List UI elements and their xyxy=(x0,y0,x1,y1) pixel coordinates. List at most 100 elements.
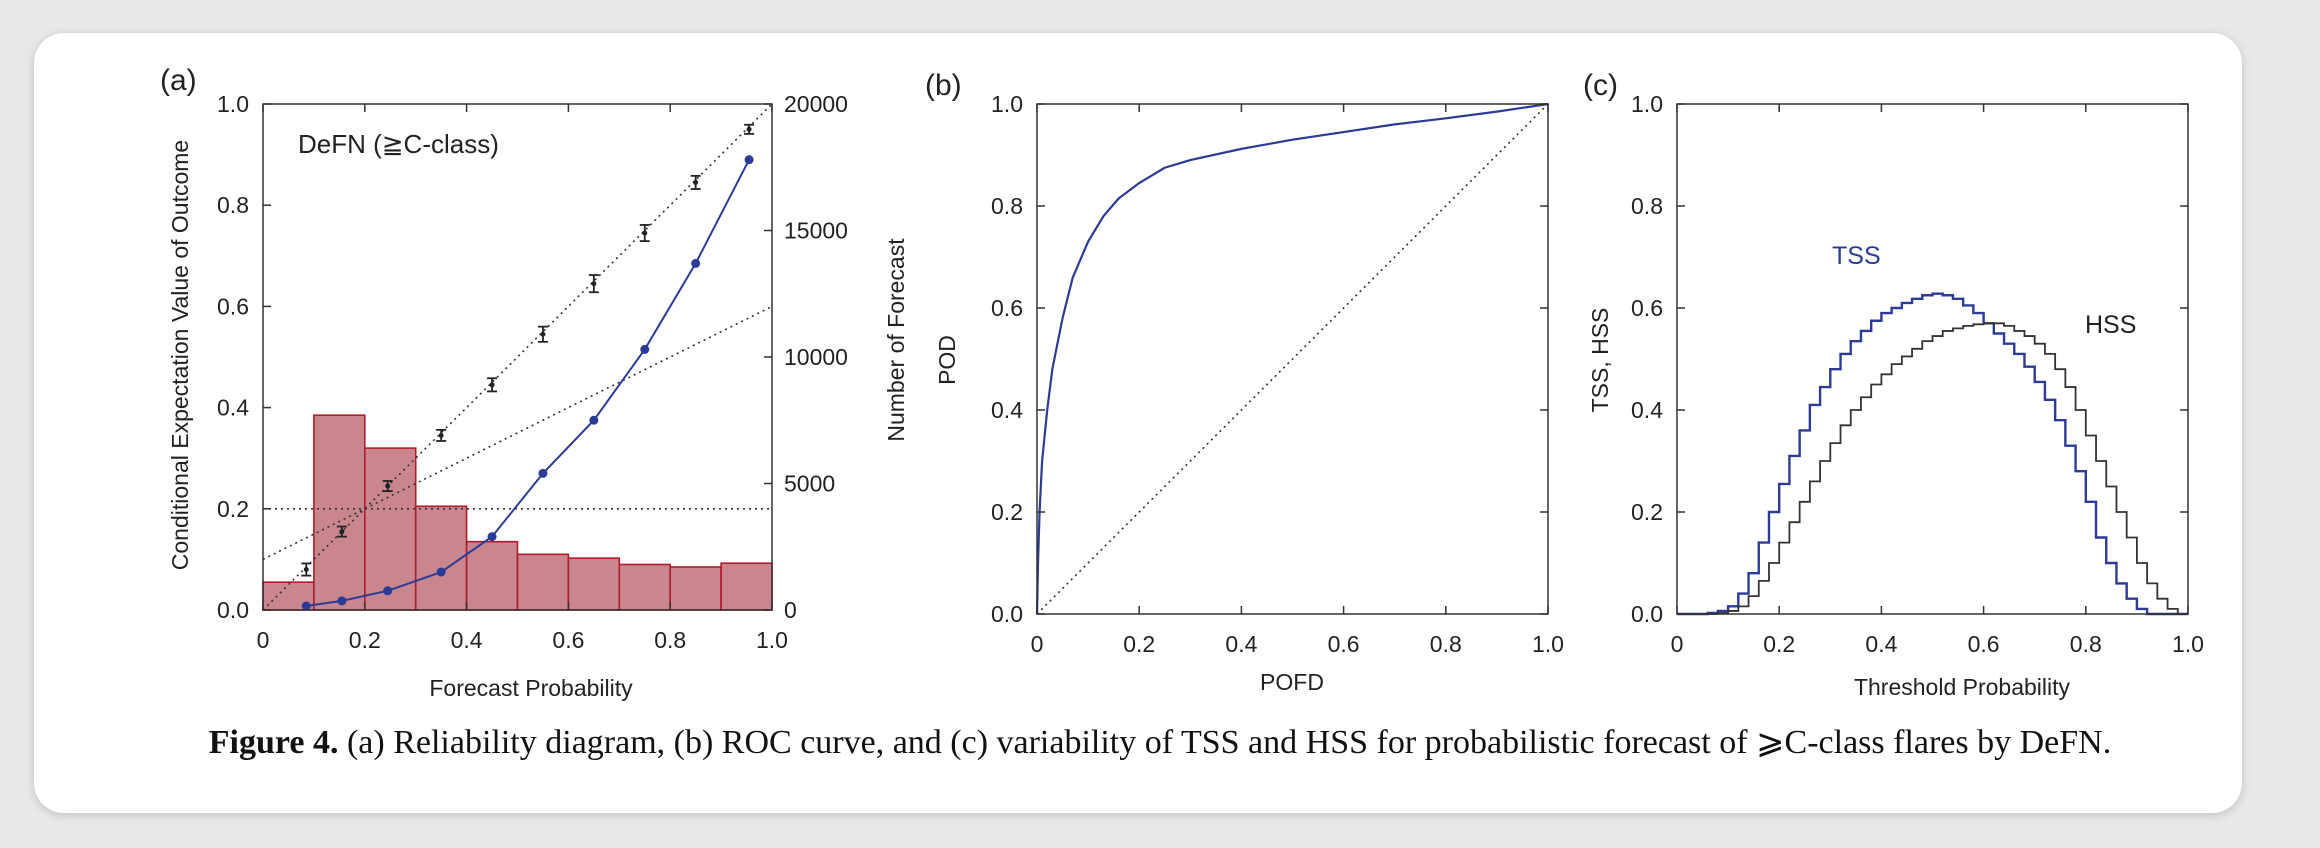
blue-series-point xyxy=(538,468,548,478)
y2-tick-label: 15000 xyxy=(784,218,848,244)
x-tick-label: 0.6 xyxy=(552,627,584,653)
blue-series-point xyxy=(436,567,446,577)
y2-tick-label: 5000 xyxy=(784,471,835,497)
panel-b: (b) 0 0.2 0.4 0.6 0.8 1.0 0.0 0.2 0.4 0.6 0.8 1.0 P… xyxy=(925,69,1564,695)
y-tick-label: 0.6 xyxy=(217,293,249,319)
y-tick-label: 0.6 xyxy=(991,295,1023,321)
figure-caption: Figure 4. (a) Reliability diagram, (b) R… xyxy=(0,722,2320,762)
diagonal-line xyxy=(1036,103,1549,615)
histogram-bar xyxy=(313,414,366,611)
x-tick-label: 0.4 xyxy=(1865,631,1897,657)
blue-series-point xyxy=(487,532,497,542)
blue-series-point xyxy=(744,155,754,165)
observed-point xyxy=(303,567,309,573)
blue-series-point xyxy=(640,344,650,354)
histogram-bar xyxy=(465,540,519,611)
x-tick-label: 0.8 xyxy=(1430,631,1462,657)
y-tick-label: 1.0 xyxy=(217,91,249,117)
tss-series-label: TSS xyxy=(1832,242,1881,270)
tss-step-line xyxy=(1677,292,2188,616)
x-axis-label: Forecast Probability xyxy=(429,675,633,701)
y-axis-label: TSS, HSS xyxy=(1587,308,1613,413)
y2-axis-label: Number of Forecast xyxy=(883,238,909,442)
x-tick-label: 0.4 xyxy=(451,627,483,653)
axes-ticks: 0 0.2 0.4 0.6 0.8 1.0 0.0 0.2 0.4 0.6 0.8 1.0 0 5000 1… xyxy=(217,91,848,653)
roc-curve xyxy=(1035,102,1549,615)
x-tick-label: 0.8 xyxy=(2070,631,2102,657)
histogram-bar xyxy=(363,447,417,611)
x-tick-label: 0.4 xyxy=(1225,631,1257,657)
plot-frame xyxy=(1036,103,1549,615)
y-tick-label: 0.4 xyxy=(991,397,1023,423)
histogram xyxy=(262,414,773,611)
y-tick-label: 0.6 xyxy=(1631,295,1663,321)
x-tick-label: 0.6 xyxy=(1328,631,1360,657)
y-tick-label: 0.0 xyxy=(1631,601,1663,627)
y-tick-label: 0.0 xyxy=(991,601,1023,627)
hss-series-label: HSS xyxy=(2085,311,2136,339)
blue-series-point xyxy=(301,601,311,611)
x-tick-label: 0 xyxy=(1671,631,1684,657)
blue-series-point xyxy=(383,586,393,596)
figure-card xyxy=(34,33,2242,813)
roc-lines xyxy=(1035,102,1549,615)
panel-c-label: (c) xyxy=(1583,69,1618,102)
y2-tick-label: 0 xyxy=(784,597,797,623)
observed-point xyxy=(385,483,391,489)
x-tick-label: 1.0 xyxy=(2172,631,2204,657)
x-tick-label: 1.0 xyxy=(1532,631,1564,657)
annotation-label: DeFN (≧C-class) xyxy=(298,129,499,159)
blue-series-point xyxy=(691,258,701,268)
caption-label: Figure 4. xyxy=(208,724,339,761)
histogram-bar xyxy=(618,563,671,611)
x-axis-label: Threshold Probability xyxy=(1854,674,2071,700)
caption-text: (a) Reliability diagram, (b) ROC curve, … xyxy=(346,724,2112,761)
y-axis-label: POD xyxy=(934,335,960,385)
x-tick-label: 1.0 xyxy=(756,627,788,653)
observed-point xyxy=(591,281,597,287)
blue-series-point xyxy=(337,596,347,606)
hss-step-line xyxy=(1677,322,2188,615)
x-tick-label: 0 xyxy=(257,627,270,653)
y-tick-label: 1.0 xyxy=(1631,91,1663,117)
panel-a: (a) 0 0.2 0.4 0.6 0.8 1.0 0.0 0.2 0.4 0.6 0.8 1.0 0 5… xyxy=(160,64,909,701)
x-tick-label: 0.2 xyxy=(349,627,381,653)
observed-point xyxy=(540,331,546,337)
y2-tick-label: 10000 xyxy=(784,344,848,370)
y-tick-label: 0.4 xyxy=(217,395,249,421)
observed-point xyxy=(693,179,699,185)
blue-curve xyxy=(301,155,754,611)
panel-c: (c) 0 0.2 0.4 0.6 0.8 1.0 0.0 0.2 0.4 0.6 0.8 1.0 T… xyxy=(1583,69,2204,700)
plot-frame xyxy=(1676,103,2189,615)
histogram-bar xyxy=(720,562,773,611)
observed-point xyxy=(642,230,648,236)
panel-b-label: (b) xyxy=(925,69,962,102)
y-tick-label: 0.8 xyxy=(1631,193,1663,219)
y-axis-label: Conditional Expectation Value of Outcome xyxy=(167,140,193,570)
axes-ticks: 0 0.2 0.4 0.6 0.8 1.0 0.0 0.2 0.4 0.6 0.8 1.0 xyxy=(991,91,1564,657)
x-tick-label: 0.8 xyxy=(654,627,686,653)
observed-point xyxy=(489,382,495,388)
y-tick-label: 0.2 xyxy=(1631,499,1663,525)
y-tick-label: 0.8 xyxy=(991,193,1023,219)
observed-point xyxy=(746,126,752,132)
histogram-bar xyxy=(516,553,570,611)
y-tick-label: 0.2 xyxy=(991,499,1023,525)
observed-errorbars xyxy=(301,123,755,577)
y-tick-label: 0.2 xyxy=(217,496,249,522)
panel-a-label: (a) xyxy=(160,64,197,97)
score-lines xyxy=(1677,292,2188,616)
observed-point xyxy=(339,529,345,535)
x-tick-label: 0.6 xyxy=(1968,631,2000,657)
axes-ticks: 0 0.2 0.4 0.6 0.8 1.0 0.0 0.2 0.4 0.6 0.8 1.0 xyxy=(1631,91,2204,657)
histogram-bar xyxy=(414,505,468,611)
y-tick-label: 0.8 xyxy=(217,192,249,218)
y2-tick-label: 20000 xyxy=(784,91,848,117)
y-tick-label: 0.4 xyxy=(1631,397,1663,423)
histogram-bar xyxy=(669,566,722,611)
y-tick-label: 1.0 xyxy=(991,91,1023,117)
x-tick-label: 0.2 xyxy=(1763,631,1795,657)
x-tick-label: 0 xyxy=(1031,631,1044,657)
x-tick-label: 0.2 xyxy=(1123,631,1155,657)
